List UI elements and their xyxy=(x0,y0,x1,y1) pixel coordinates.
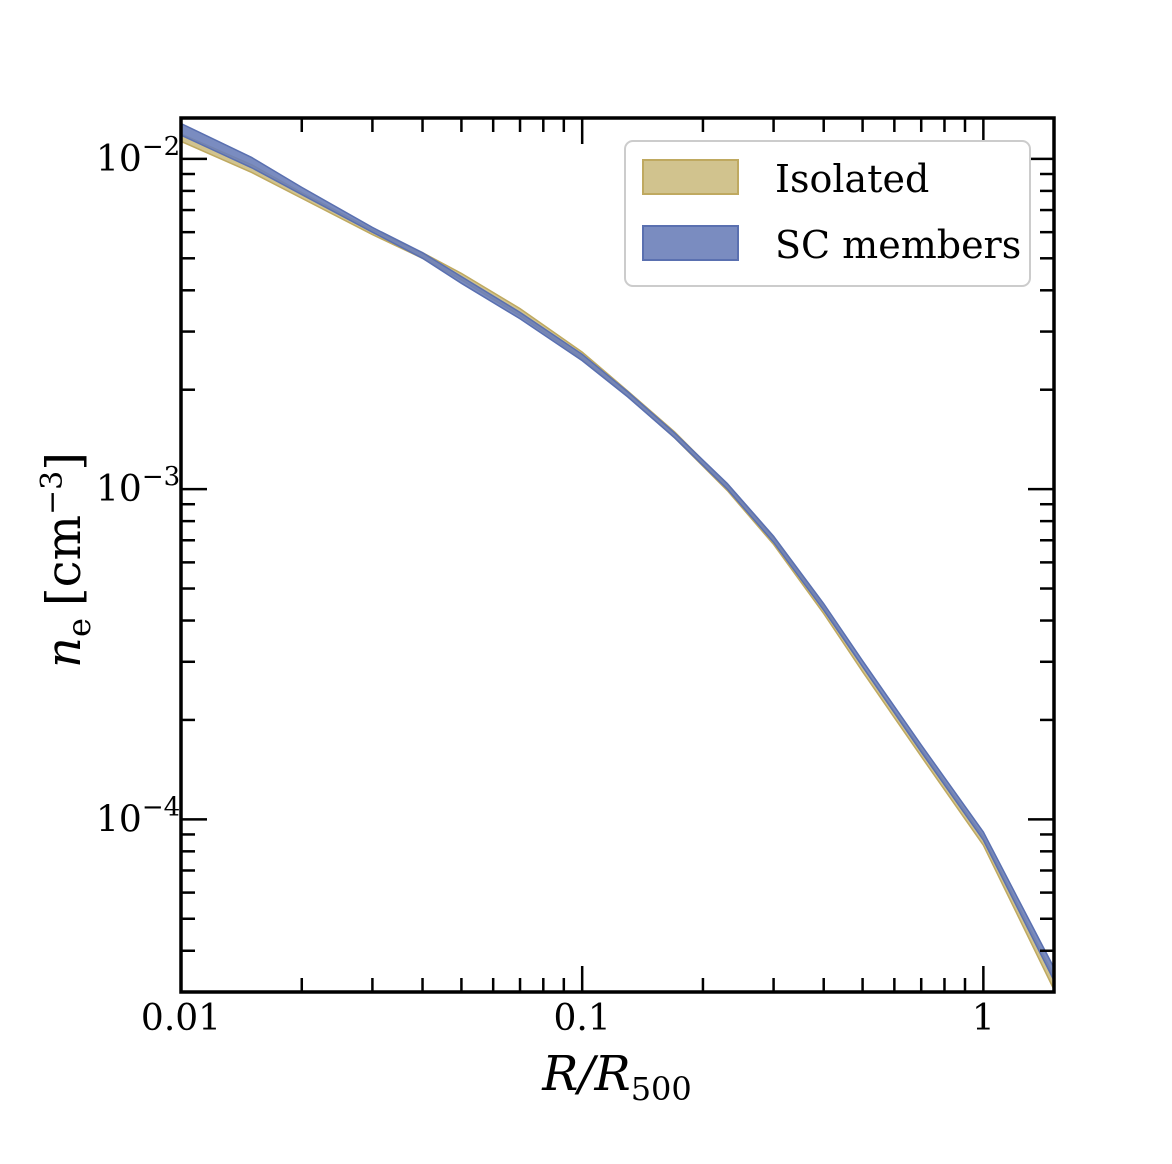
y-axis-title: ne[cm−3] xyxy=(35,452,98,668)
legend-label-isolated: Isolated xyxy=(775,157,929,201)
x-tick-label: 0.01 xyxy=(141,998,221,1039)
y-tick-labels: 10−2 10−3 10−4 xyxy=(96,132,180,840)
plot-frame xyxy=(179,116,1056,994)
y-tick-label: 10−3 xyxy=(96,462,180,510)
x-tick-label: 0.1 xyxy=(554,998,611,1039)
legend-swatch-isolated xyxy=(642,159,739,195)
legend: Isolated SC members xyxy=(624,140,1031,287)
legend-label-sc-members: SC members xyxy=(775,223,1021,267)
legend-swatch-sc-members xyxy=(642,225,739,261)
x-tick-labels: 0.01 0.1 1 xyxy=(141,998,995,1039)
y-tick-label: 10−2 xyxy=(96,132,180,180)
x-axis-title: R/R500 xyxy=(541,1046,692,1108)
x-tick-label: 1 xyxy=(972,998,995,1039)
y-tick-label: 10−4 xyxy=(96,792,180,840)
